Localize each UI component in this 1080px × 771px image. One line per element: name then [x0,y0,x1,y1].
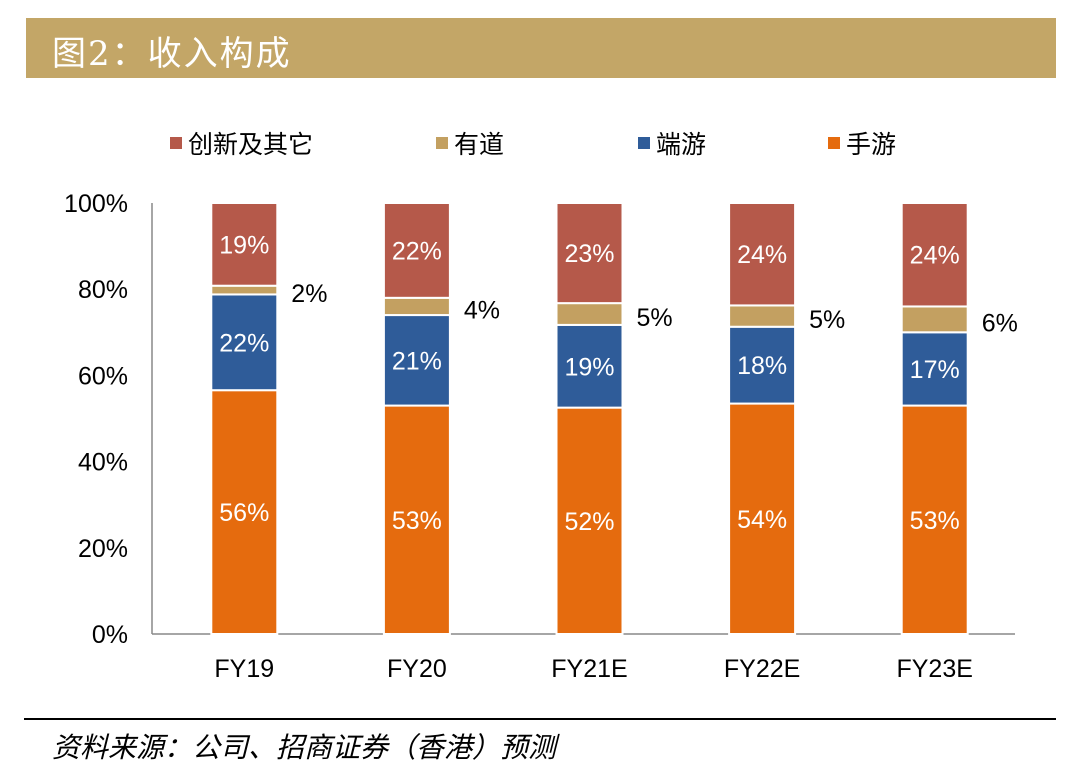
bar-segment [210,293,279,392]
title-bar: 图2：收入构成 [26,18,1056,78]
bar-segment [555,202,624,305]
data-label: 19% [564,353,614,381]
bar-segment [382,296,451,317]
data-label: 22% [392,237,442,265]
legend-label: 手游 [846,130,896,159]
bar-segment [382,314,451,407]
data-label: 21% [392,347,442,375]
bar-segment [555,323,624,409]
data-label: 52% [564,508,614,536]
bar-segment [210,389,279,635]
data-label: 5% [637,304,673,332]
chart-title: 图2：收入构成 [52,34,292,74]
data-label: 24% [737,241,787,269]
legend-swatch [828,137,840,149]
legend-swatch [638,137,650,149]
data-label: 24% [910,242,960,270]
data-label: 18% [737,352,787,380]
source-note: 资料来源：公司、招商证券（香港）预测 [52,731,557,764]
bar-segment [210,202,279,287]
y-tick-label: 80% [78,276,128,304]
x-tick-label: FY21E [551,655,627,683]
legend-label: 创新及其它 [188,130,313,159]
data-label: 4% [464,296,500,324]
bar-segment [210,284,279,296]
data-label: 6% [982,309,1018,337]
y-tick-label: 100% [64,190,128,218]
y-tick-label: 60% [78,362,128,390]
legend-swatch [170,137,182,149]
data-label: 54% [737,506,787,534]
source-divider [24,718,1056,720]
x-tick-label: FY19 [214,655,274,683]
data-label: 56% [219,499,269,527]
data-label: 5% [809,306,845,334]
bar-segment [728,402,797,635]
x-tick-label: FY23E [896,655,972,683]
legend-label: 端游 [656,130,706,159]
x-tick-label: FY20 [387,655,447,683]
data-label: 2% [291,280,327,308]
bar-segment [728,304,797,328]
data-label: 53% [392,507,442,535]
bar-segment [382,202,451,299]
bar-segment [900,202,969,308]
y-tick-label: 0% [92,621,128,649]
bar-segment [728,325,797,405]
y-tick-label: 20% [78,535,128,563]
bar-segment [900,305,969,334]
y-tick-label: 40% [78,449,128,477]
data-label: 19% [219,231,269,259]
data-label: 23% [564,240,614,268]
x-tick-label: FY22E [724,655,800,683]
bar-segment [555,302,624,326]
legend-label: 有道 [454,130,504,159]
data-label: 53% [910,507,960,535]
data-label: 22% [219,329,269,357]
bar-segment [728,202,797,307]
data-label: 17% [910,356,960,384]
bar-segment [900,404,969,635]
legend-swatch [436,137,448,149]
